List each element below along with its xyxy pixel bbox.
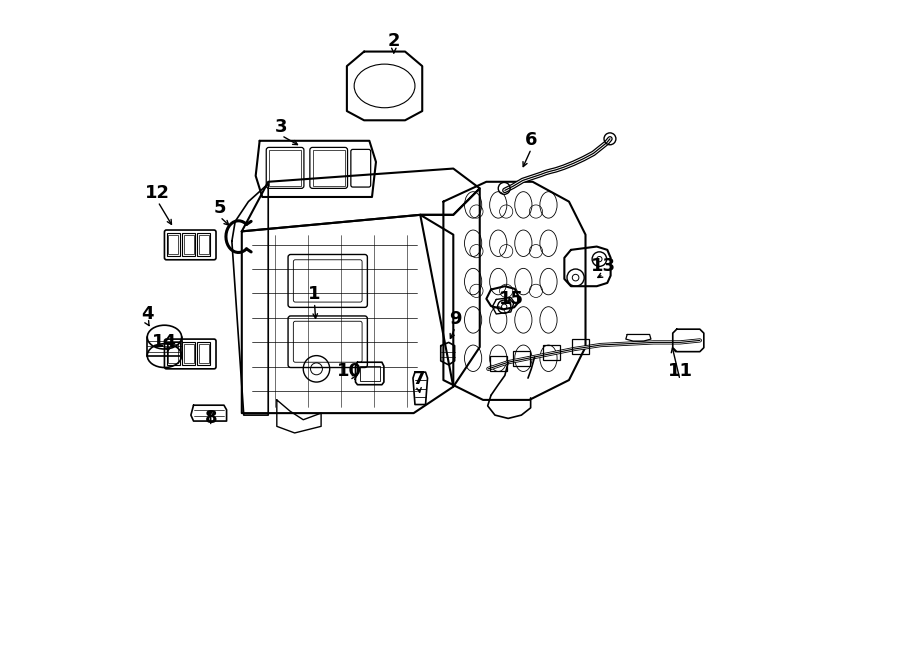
Bar	[572, 339, 590, 354]
Bar	[184, 344, 194, 363]
Text: 1: 1	[308, 285, 320, 303]
Text: 5: 5	[213, 199, 226, 217]
Text: 10: 10	[337, 362, 362, 381]
Text: 6: 6	[525, 131, 537, 149]
Bar	[360, 366, 380, 381]
Text: 4: 4	[141, 305, 154, 323]
Bar	[183, 342, 195, 365]
Bar	[199, 235, 209, 254]
Bar	[543, 345, 560, 360]
Bar	[312, 150, 345, 186]
Bar	[168, 344, 178, 363]
Text: 7: 7	[413, 369, 425, 388]
Bar	[184, 235, 194, 254]
Bar	[168, 235, 178, 254]
Text: 9: 9	[449, 309, 462, 328]
Bar	[199, 344, 209, 363]
Text: 8: 8	[204, 408, 217, 427]
Text: 11: 11	[668, 362, 692, 381]
Text: 12: 12	[145, 184, 170, 202]
Text: 15: 15	[499, 290, 524, 308]
Bar	[197, 342, 210, 365]
Bar	[513, 351, 530, 366]
Bar	[167, 342, 180, 365]
Bar	[197, 233, 210, 256]
Text: 13: 13	[591, 256, 616, 275]
Bar	[183, 233, 195, 256]
Text: 14: 14	[152, 333, 177, 352]
Bar	[167, 233, 180, 256]
Text: 2: 2	[388, 32, 400, 50]
Bar	[269, 150, 302, 186]
Bar	[490, 356, 507, 371]
Text: 3: 3	[275, 118, 288, 136]
